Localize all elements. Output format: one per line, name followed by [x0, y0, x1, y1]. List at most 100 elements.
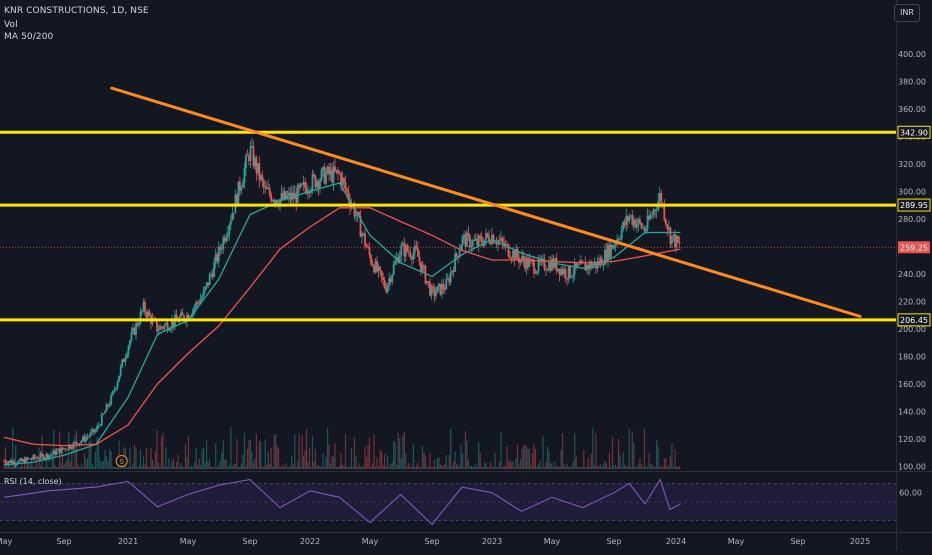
volume-bar: [427, 466, 430, 469]
volume-bar: [362, 465, 365, 469]
volume-bar: [614, 464, 617, 469]
volume-bar: [361, 466, 363, 469]
candle-body: [240, 187, 243, 191]
volume-bar: [153, 465, 155, 469]
volume-bar: [54, 465, 56, 469]
volume-bar: [439, 464, 441, 469]
volume-bar: [560, 449, 562, 469]
volume-bar: [219, 461, 221, 469]
candle-body: [262, 180, 265, 188]
candle-body: [498, 240, 501, 242]
candle-body: [495, 243, 498, 245]
candle-body: [362, 233, 365, 235]
candle-body: [513, 250, 516, 261]
volume-bar: [528, 448, 531, 469]
volume-bar: [634, 466, 636, 469]
volume-bar: [301, 435, 303, 469]
volume-bar: [264, 439, 266, 469]
candle-body: [664, 219, 667, 225]
candle-body: [654, 209, 657, 211]
candle-body: [669, 227, 672, 244]
candle-body: [44, 457, 46, 460]
candle-body: [614, 244, 617, 246]
candle-body: [494, 243, 496, 244]
candle-body: [355, 215, 357, 217]
volume-bar: [486, 466, 489, 469]
volume-bar: [436, 457, 439, 469]
volume-bar: [569, 466, 571, 469]
volume-bar: [132, 463, 134, 469]
candle-body: [613, 245, 615, 249]
candle-body: [455, 253, 458, 257]
volume-bar: [337, 467, 339, 469]
volume-bar: [621, 466, 623, 469]
volume-bar: [525, 446, 528, 469]
candle-body: [674, 234, 676, 248]
candle-body: [195, 302, 197, 307]
volume-bar: [426, 466, 428, 469]
candle-body: [49, 454, 52, 456]
volume-bar: [424, 455, 427, 469]
volume-bar: [522, 445, 525, 469]
volume-bar: [479, 453, 481, 469]
candle-body: [516, 248, 519, 258]
volume-bar: [565, 466, 567, 469]
candle-body: [3, 460, 5, 462]
x-tick-label: Sep: [790, 537, 805, 546]
candle-body: [364, 233, 366, 246]
candle-body: [219, 246, 222, 250]
candle-body: [426, 280, 428, 284]
volume-bar: [57, 466, 59, 469]
volume-bar: [286, 466, 288, 469]
candle-body: [51, 453, 54, 455]
x-tick-label: Sep: [56, 537, 71, 546]
candle-body: [163, 324, 166, 329]
volume-bar: [444, 463, 446, 469]
volume-bar: [4, 446, 7, 469]
volume-bar: [491, 466, 493, 469]
volume-bar: [242, 454, 244, 469]
candle-body: [479, 235, 482, 238]
volume-bar: [171, 460, 173, 469]
volume-bar: [298, 434, 300, 469]
volume-bar: [455, 464, 458, 469]
candle-body: [245, 155, 247, 169]
candle-body: [58, 448, 61, 454]
candle-body: [617, 239, 620, 241]
volume-bar: [22, 466, 24, 469]
volume-bar: [364, 447, 366, 469]
volume-bar: [269, 463, 271, 469]
candle-body: [273, 200, 275, 203]
candle-body: [625, 216, 628, 226]
volume-bar: [540, 466, 543, 469]
volume-bar: [518, 464, 520, 469]
candle-body: [165, 322, 167, 325]
candle-body: [246, 155, 249, 157]
candle-body: [663, 204, 666, 220]
candle-body: [25, 457, 27, 464]
candle-body: [261, 175, 264, 181]
candle-body: [337, 169, 339, 174]
volume-bar: [236, 438, 238, 469]
candle-body: [99, 425, 102, 427]
volume-bar: [504, 465, 507, 469]
volume-bar: [56, 466, 58, 469]
volume-bar: [109, 448, 111, 469]
candle-body: [488, 236, 490, 243]
volume-bar: [245, 465, 247, 469]
volume-bar: [96, 436, 98, 469]
volume-bar: [39, 465, 42, 469]
volume-bar: [568, 466, 570, 469]
candle-body: [639, 219, 641, 223]
candle-body: [171, 320, 173, 329]
volume-bar: [79, 466, 81, 469]
volume-bar: [112, 466, 114, 469]
currency-button[interactable]: INR: [894, 4, 920, 22]
candle-body: [96, 426, 98, 431]
volume-bar: [415, 465, 417, 469]
volume-bar: [467, 459, 469, 469]
volume-bar: [135, 448, 137, 469]
candle-body: [225, 236, 228, 242]
